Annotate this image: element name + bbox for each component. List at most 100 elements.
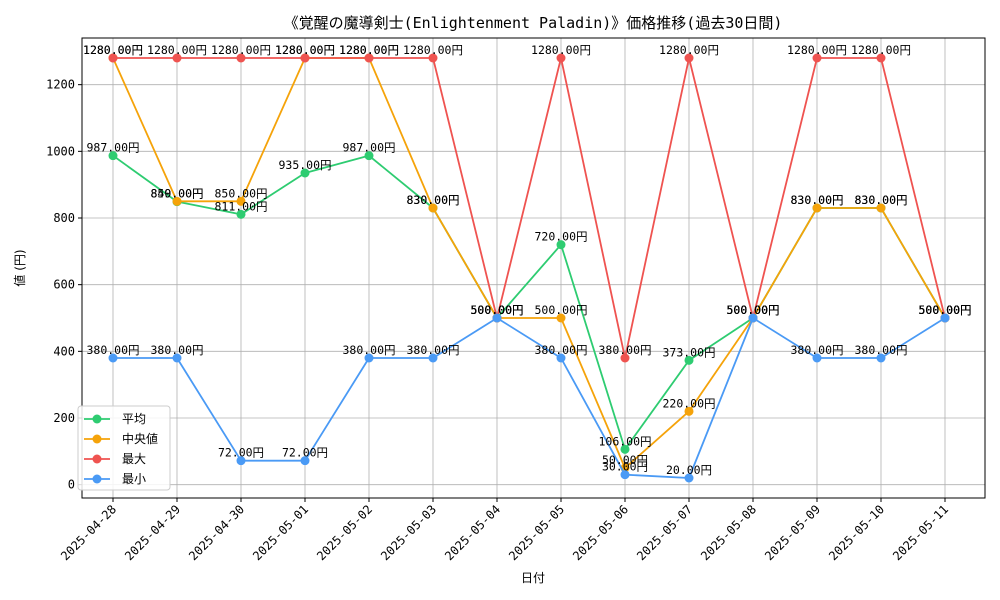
data-label: 1280.00円 — [659, 43, 719, 57]
data-label: 380.00円 — [150, 343, 203, 357]
series — [108, 53, 950, 483]
data-point — [556, 53, 566, 63]
data-point — [492, 313, 502, 323]
data-point — [236, 456, 246, 466]
data-label: 500.00円 — [470, 303, 523, 317]
data-label: 380.00円 — [598, 343, 651, 357]
y-tick-label: 800 — [53, 211, 75, 225]
data-point — [684, 355, 694, 365]
data-label: 987.00円 — [86, 141, 139, 155]
data-label: 500.00円 — [918, 303, 971, 317]
legend-label: 最大 — [122, 452, 146, 466]
data-point — [684, 473, 694, 483]
data-label: 830.00円 — [854, 193, 907, 207]
data-label: 849.00円 — [150, 187, 203, 201]
data-label: 830.00円 — [406, 193, 459, 207]
legend-marker — [92, 474, 102, 484]
data-label: 811.00円 — [214, 199, 267, 213]
data-label: 20.00円 — [666, 463, 712, 477]
legend-label: 平均 — [122, 412, 146, 426]
data-point — [620, 470, 630, 480]
data-label: 380.00円 — [790, 343, 843, 357]
data-label: 380.00円 — [406, 343, 459, 357]
data-label: 380.00円 — [86, 343, 139, 357]
data-label: 500.00円 — [726, 303, 779, 317]
data-point — [876, 353, 886, 363]
data-point — [556, 353, 566, 363]
x-axis-title: 日付 — [521, 571, 545, 585]
data-label: 1280.00円 — [275, 43, 335, 57]
data-label: 830.00円 — [790, 193, 843, 207]
data-label: 1280.00円 — [83, 43, 143, 57]
legend-label: 最小 — [122, 472, 146, 486]
data-label: 1280.00円 — [275, 43, 335, 57]
data-label: 500.00円 — [918, 303, 971, 317]
data-label: 72.00円 — [282, 446, 328, 460]
data-label: 500.00円 — [726, 303, 779, 317]
data-label: 720.00円 — [534, 230, 587, 244]
data-label: 850.00円 — [214, 186, 267, 200]
data-point — [172, 53, 182, 63]
data-point — [428, 203, 438, 213]
chart-title: 《覚醒の魔導剣士(Enlightenment Paladin)》価格推移(過去3… — [284, 14, 783, 32]
data-point — [236, 209, 246, 219]
data-point — [620, 353, 630, 363]
data-label: 830.00円 — [406, 193, 459, 207]
data-point — [172, 196, 182, 206]
data-point — [940, 313, 950, 323]
data-point — [300, 168, 310, 178]
data-label: 987.00円 — [342, 141, 395, 155]
y-tick-label: 1000 — [46, 144, 75, 158]
data-point — [364, 353, 374, 363]
data-label: 1280.00円 — [147, 43, 207, 57]
y-tick-label: 600 — [53, 278, 75, 292]
data-label: 500.00円 — [918, 303, 971, 317]
data-label: 1280.00円 — [787, 43, 847, 57]
data-label: 220.00円 — [662, 396, 715, 410]
y-tick-label: 400 — [53, 344, 75, 358]
legend-marker — [92, 414, 102, 424]
data-label: 1280.00円 — [83, 43, 143, 57]
data-label: 1280.00円 — [211, 43, 271, 57]
y-tick-label: 0 — [68, 478, 75, 492]
data-point — [108, 53, 118, 63]
data-point — [556, 313, 566, 323]
data-label: 500.00円 — [470, 303, 523, 317]
data-point — [428, 353, 438, 363]
data-label: 830.00円 — [854, 193, 907, 207]
data-point — [172, 353, 182, 363]
data-label: 850.00円 — [150, 186, 203, 200]
data-point — [556, 240, 566, 250]
data-point — [300, 456, 310, 466]
data-point — [236, 53, 246, 63]
legend-marker — [92, 454, 102, 464]
series-line — [112, 57, 946, 469]
data-label: 50.00円 — [602, 453, 648, 467]
legend-box — [77, 405, 171, 491]
data-point — [108, 151, 118, 161]
data-label: 1280.00円 — [339, 43, 399, 57]
data-label: 500.00円 — [726, 303, 779, 317]
data-label: 1280.00円 — [403, 43, 463, 57]
data-label: 106.00円 — [598, 434, 651, 448]
data-point — [748, 313, 758, 323]
data-labels: 987.00円 849.00円 811.00円 935.00円 987.00円 830.0… — [83, 43, 972, 477]
data-label: 30.00円 — [602, 460, 648, 474]
data-label: 380.00円 — [854, 343, 907, 357]
grid — [82, 38, 985, 498]
data-point — [236, 196, 246, 206]
data-label: 72.00円 — [218, 446, 264, 460]
data-label: 1280.00円 — [531, 43, 591, 57]
legend-marker — [92, 434, 102, 444]
y-tick-label: 200 — [53, 411, 75, 425]
data-label: 500.00円 — [470, 303, 523, 317]
data-point — [876, 203, 886, 213]
legend-label: 中央値 — [122, 431, 158, 446]
data-point — [364, 53, 374, 63]
data-point — [684, 406, 694, 416]
data-label: 380.00円 — [342, 343, 395, 357]
data-point — [108, 353, 118, 363]
data-point — [812, 53, 822, 63]
